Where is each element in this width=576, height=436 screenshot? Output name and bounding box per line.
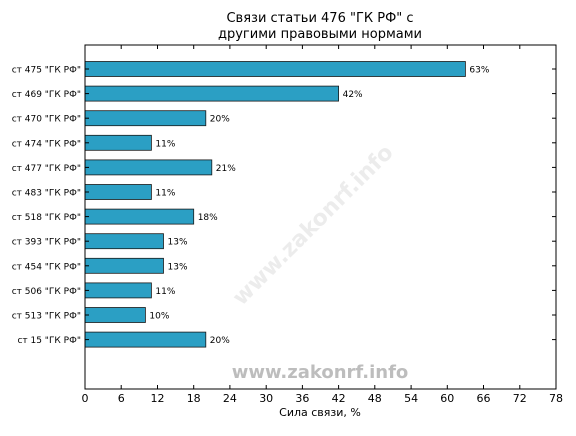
x-tick-label: 60 xyxy=(440,392,454,405)
bar-value-label: 42% xyxy=(343,90,363,100)
x-axis-label: Сила связи, % xyxy=(279,406,361,419)
bar-value-label: 18% xyxy=(198,213,218,223)
x-tick-label: 24 xyxy=(223,392,237,405)
bar-value-label: 20% xyxy=(210,336,230,346)
x-tick-label: 0 xyxy=(82,392,89,405)
bar xyxy=(84,208,195,225)
category-label: ст 15 "ГК РФ" xyxy=(17,336,81,346)
category-label: ст 469 "ГК РФ" xyxy=(12,90,81,100)
chart-title-line-2: другими правовыми нормами xyxy=(218,27,422,42)
bar-value-label: 11% xyxy=(155,287,175,297)
bar xyxy=(84,61,466,77)
bar xyxy=(84,233,164,250)
category-label: ст 483 "ГК РФ" xyxy=(12,189,81,199)
bar-value-label: 13% xyxy=(168,238,188,248)
category-label: ст 470 "ГК РФ" xyxy=(12,115,81,125)
x-tick-label: 12 xyxy=(151,392,165,405)
bar xyxy=(84,184,152,200)
x-axis-ticks: 0 6 12 18 24 30 36 42 48 54 60 66 72 78 xyxy=(82,45,563,405)
category-label: ст 506 "ГК РФ" xyxy=(12,287,81,297)
bar xyxy=(84,110,207,127)
watermark-main: www.zakonrf.info xyxy=(232,362,409,383)
chart-title-line-1: Связи статьи 476 "ГК РФ" с xyxy=(226,11,413,26)
x-tick-label: 66 xyxy=(477,392,491,405)
x-tick-label: 72 xyxy=(513,392,527,405)
bar-value-label: 20% xyxy=(210,115,230,125)
bar-series: 63% 42% 20% 11% 21% 11% 18% 13% 13% 11% 10% 20% xyxy=(84,61,490,348)
bar xyxy=(84,159,213,176)
category-labels: ст 475 "ГК РФ" ст 469 "ГК РФ" ст 470 "ГК Р… xyxy=(12,66,556,346)
bar-value-label: 13% xyxy=(168,262,188,272)
bar-value-label: 11% xyxy=(155,139,175,149)
category-label: ст 518 "ГК РФ" xyxy=(12,213,81,223)
watermark-diagonal: www.zakonrf.info xyxy=(228,140,398,310)
x-tick-label: 42 xyxy=(332,392,346,405)
bar xyxy=(84,282,152,299)
x-tick-label: 54 xyxy=(404,392,418,405)
bar xyxy=(84,331,207,348)
plot-frame xyxy=(84,44,557,390)
x-tick-label: 36 xyxy=(295,392,309,405)
x-tick-label: 18 xyxy=(187,392,201,405)
x-tick-label: 6 xyxy=(118,392,125,405)
x-tick-label: 78 xyxy=(549,392,563,405)
bar-value-label: 11% xyxy=(155,189,175,199)
x-tick-label: 30 xyxy=(259,392,273,405)
category-label: ст 513 "ГК РФ" xyxy=(12,312,81,322)
category-label: ст 454 "ГК РФ" xyxy=(12,262,81,272)
bar xyxy=(84,257,164,274)
category-label: ст 474 "ГК РФ" xyxy=(12,139,81,149)
bar-value-label: 63% xyxy=(469,66,489,76)
category-label: ст 477 "ГК РФ" xyxy=(12,164,81,174)
bar xyxy=(84,85,340,102)
x-tick-label: 48 xyxy=(368,392,382,405)
bar-value-label: 21% xyxy=(216,164,236,174)
category-label: ст 393 "ГК РФ" xyxy=(12,238,81,248)
bar xyxy=(84,307,146,323)
bar xyxy=(84,134,152,151)
bar-value-label: 10% xyxy=(149,312,169,322)
category-label: ст 475 "ГК РФ" xyxy=(12,66,81,76)
